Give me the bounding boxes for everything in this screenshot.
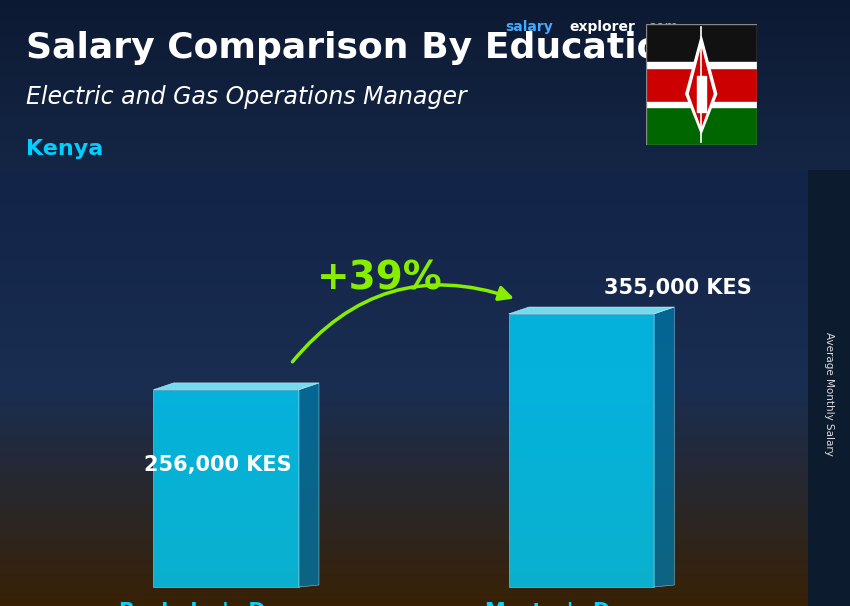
- Polygon shape: [654, 307, 674, 587]
- Polygon shape: [689, 48, 713, 126]
- Polygon shape: [298, 383, 319, 587]
- Text: Electric and Gas Operations Manager: Electric and Gas Operations Manager: [26, 85, 467, 109]
- Bar: [646, 102, 756, 107]
- Text: Average Monthly Salary: Average Monthly Salary: [824, 332, 834, 456]
- Polygon shape: [508, 314, 654, 587]
- Polygon shape: [153, 383, 319, 390]
- Bar: [646, 64, 756, 106]
- Text: 355,000 KES: 355,000 KES: [604, 278, 752, 298]
- Text: explorer: explorer: [570, 21, 635, 35]
- Text: .com: .com: [644, 21, 678, 35]
- Polygon shape: [686, 36, 717, 133]
- FancyArrowPatch shape: [292, 285, 511, 362]
- Bar: [646, 62, 756, 68]
- Polygon shape: [153, 390, 298, 587]
- Polygon shape: [508, 307, 674, 314]
- Text: Kenya: Kenya: [26, 139, 103, 159]
- Text: +39%: +39%: [317, 259, 442, 298]
- Text: Master's Degree: Master's Degree: [484, 602, 678, 606]
- Text: salary: salary: [506, 21, 553, 35]
- Text: Bachelor's Degree: Bachelor's Degree: [119, 602, 333, 606]
- Bar: [646, 106, 756, 145]
- Text: Salary Comparison By Education: Salary Comparison By Education: [26, 30, 687, 65]
- Bar: [646, 24, 756, 64]
- Text: 256,000 KES: 256,000 KES: [144, 454, 292, 474]
- Bar: [697, 76, 706, 112]
